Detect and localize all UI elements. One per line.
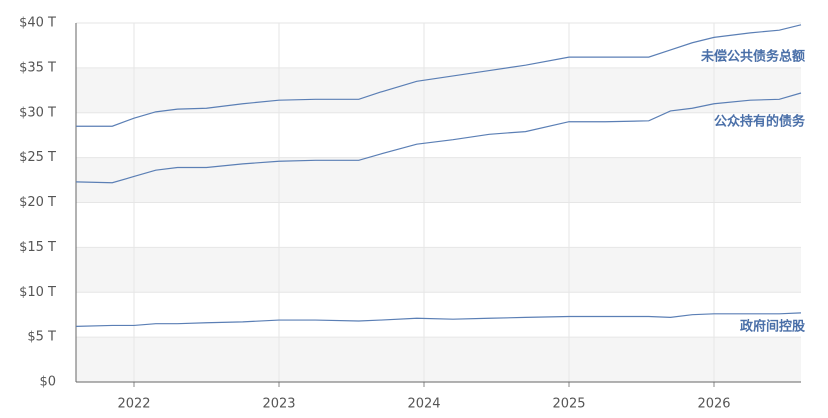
- x-tick-label: 2024: [407, 397, 440, 412]
- grid-band: [76, 247, 801, 293]
- y-tick-label: $15 T: [19, 240, 56, 255]
- grid-band: [76, 337, 801, 382]
- y-tick-label: $30 T: [19, 105, 56, 120]
- grid-band: [76, 157, 801, 203]
- x-tick-label: 2022: [117, 397, 150, 412]
- y-tick-label: $5 T: [27, 330, 56, 345]
- series-line: [75, 92, 802, 184]
- y-tick-label: $35 T: [19, 60, 56, 75]
- series-label: 公众持有的债务: [714, 114, 806, 130]
- series-line: [76, 24, 802, 127]
- x-tick-label: 2023: [262, 397, 295, 412]
- series-line: [75, 312, 802, 327]
- y-tick-label: $25 T: [19, 150, 56, 165]
- x-tick-label: 2026: [697, 397, 730, 412]
- grid-band: [76, 67, 801, 113]
- series-label: 政府间控股: [740, 318, 805, 334]
- y-tick-label: $40 T: [19, 16, 56, 31]
- series-label: 未偿公共债务总额: [700, 48, 805, 64]
- x-tick-label: 2025: [552, 397, 585, 412]
- y-tick-label: $0: [39, 375, 56, 390]
- y-tick-label: $10 T: [19, 285, 56, 300]
- y-tick-label: $20 T: [19, 195, 56, 210]
